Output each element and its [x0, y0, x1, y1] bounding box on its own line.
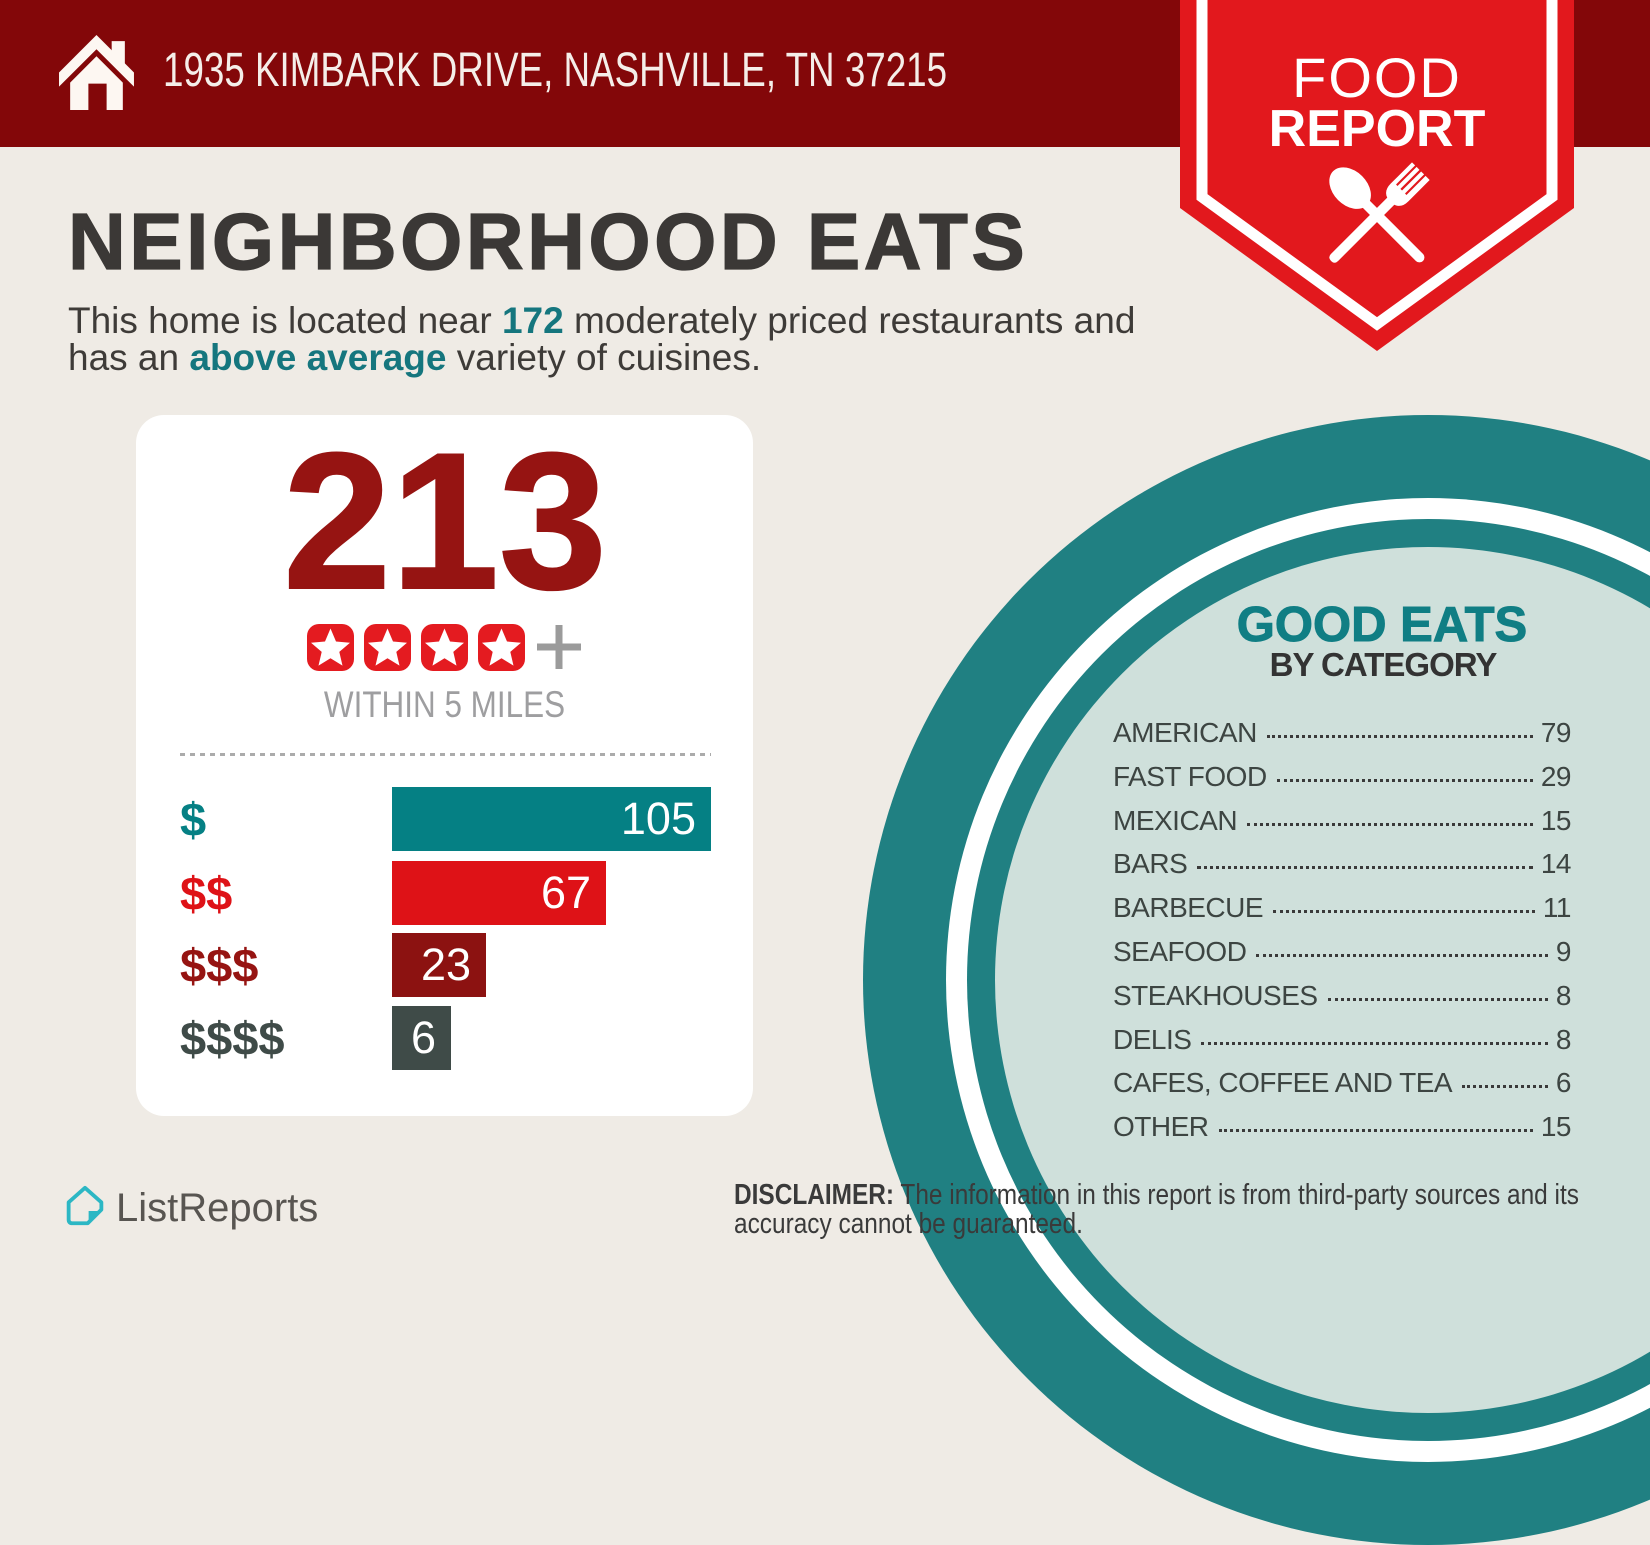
- svg-text:REPORT: REPORT: [1269, 100, 1486, 158]
- svg-text:FOOD: FOOD: [1292, 46, 1462, 109]
